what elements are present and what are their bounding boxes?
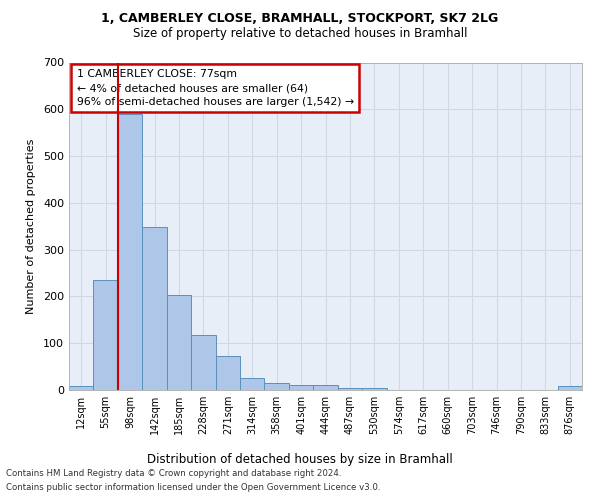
Bar <box>167 295 191 390</box>
Bar <box>69 386 94 390</box>
Bar <box>362 388 386 390</box>
Text: 1, CAMBERLEY CLOSE, BRAMHALL, STOCKPORT, SK7 2LG: 1, CAMBERLEY CLOSE, BRAMHALL, STOCKPORT,… <box>101 12 499 26</box>
Bar <box>215 356 240 390</box>
Bar <box>265 383 289 390</box>
Y-axis label: Number of detached properties: Number of detached properties <box>26 138 36 314</box>
Bar <box>313 386 338 390</box>
Bar <box>289 386 313 390</box>
Bar <box>338 388 362 390</box>
Text: Distribution of detached houses by size in Bramhall: Distribution of detached houses by size … <box>147 452 453 466</box>
Bar <box>118 114 142 390</box>
Text: 1 CAMBERLEY CLOSE: 77sqm
← 4% of detached houses are smaller (64)
96% of semi-de: 1 CAMBERLEY CLOSE: 77sqm ← 4% of detache… <box>77 69 354 107</box>
Bar <box>94 280 118 390</box>
Bar <box>142 227 167 390</box>
Text: Size of property relative to detached houses in Bramhall: Size of property relative to detached ho… <box>133 28 467 40</box>
Bar <box>240 378 265 390</box>
Text: Contains HM Land Registry data © Crown copyright and database right 2024.: Contains HM Land Registry data © Crown c… <box>6 468 341 477</box>
Bar <box>557 386 582 390</box>
Text: Contains public sector information licensed under the Open Government Licence v3: Contains public sector information licen… <box>6 484 380 492</box>
Bar <box>191 336 215 390</box>
